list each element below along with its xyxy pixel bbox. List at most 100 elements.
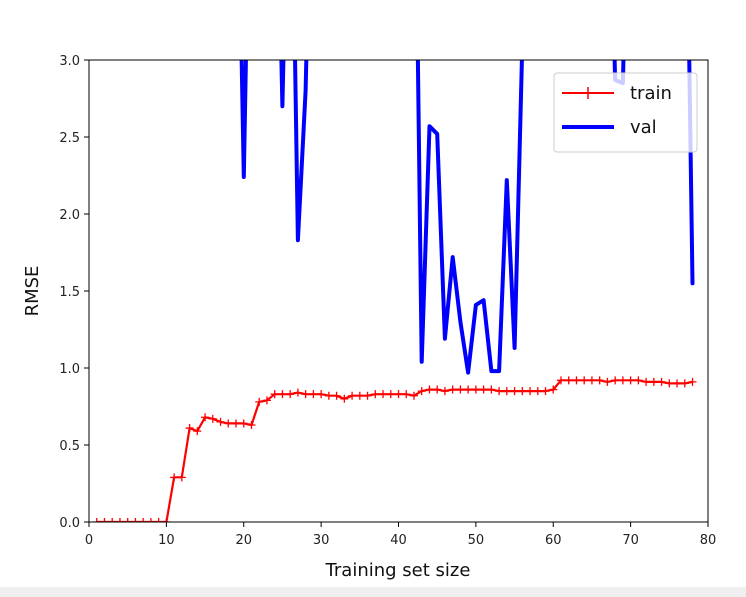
- x-tick-label: 10: [158, 533, 175, 548]
- plus-marker-icon: [626, 376, 635, 385]
- legend-item-val: val: [562, 117, 657, 138]
- plus-marker-icon: [255, 397, 264, 406]
- legend-val-label: val: [630, 117, 657, 138]
- plus-marker-icon: [649, 377, 658, 386]
- plus-marker-icon: [448, 385, 457, 394]
- plus-marker-icon: [495, 387, 504, 396]
- y-tick-label: 3.0: [59, 54, 80, 69]
- plus-marker-icon: [611, 376, 620, 385]
- plus-marker-icon: [293, 388, 302, 397]
- plus-marker-icon: [146, 518, 155, 522]
- plus-marker-icon: [433, 385, 442, 394]
- x-tick-label: 30: [313, 533, 330, 548]
- plus-marker-icon: [131, 518, 140, 522]
- plus-marker-icon: [262, 396, 271, 405]
- legend-item-train: train: [562, 83, 672, 104]
- plus-marker-icon: [239, 419, 248, 428]
- plus-marker-icon: [123, 518, 132, 522]
- plus-marker-icon: [108, 518, 117, 522]
- y-axis-label: RMSE: [22, 266, 43, 317]
- plus-marker-icon: [301, 390, 310, 399]
- plus-marker-icon: [139, 518, 148, 522]
- y-tick-label: 2.0: [59, 208, 80, 223]
- legend: train val: [553, 72, 698, 153]
- x-tick-label: 20: [235, 533, 252, 548]
- x-tick-label: 80: [700, 533, 717, 548]
- plus-marker-icon: [471, 385, 480, 394]
- legend-box: [553, 72, 698, 153]
- plus-marker-icon: [580, 376, 589, 385]
- plus-marker-icon: [510, 387, 519, 396]
- plus-marker-icon: [216, 417, 225, 426]
- plus-marker-icon: [332, 391, 341, 400]
- plus-marker-icon: [115, 518, 124, 522]
- y-tick-label: 0.5: [59, 439, 80, 454]
- plus-marker-icon: [464, 385, 473, 394]
- plus-marker-icon: [487, 385, 496, 394]
- plus-marker-icon: [417, 387, 426, 396]
- plus-marker-icon: [208, 414, 217, 423]
- plus-marker-icon: [92, 518, 101, 522]
- x-tick-label: 40: [390, 533, 407, 548]
- plus-marker-icon: [224, 419, 233, 428]
- plus-marker-icon: [657, 377, 666, 386]
- train-series-markers: [92, 376, 697, 522]
- plus-marker-icon: [379, 390, 388, 399]
- plus-marker-icon: [618, 376, 627, 385]
- x-axis: 0 10 20 30 40 50 60 70 80: [85, 522, 716, 548]
- legend-train-label: train: [630, 83, 672, 104]
- val-series-line: [239, 60, 695, 375]
- plus-marker-icon: [201, 413, 210, 422]
- plus-marker-icon: [673, 379, 682, 388]
- plus-marker-icon: [564, 376, 573, 385]
- plus-marker-icon: [688, 377, 697, 386]
- plus-marker-icon: [154, 518, 163, 522]
- plus-marker-icon: [324, 391, 333, 400]
- plus-marker-icon: [177, 473, 186, 482]
- plus-marker-icon: [440, 387, 449, 396]
- train-series-line: [96, 379, 693, 522]
- plus-marker-icon: [549, 385, 558, 394]
- plus-marker-icon: [100, 518, 109, 522]
- plus-marker-icon: [402, 390, 411, 399]
- plus-marker-icon: [247, 420, 256, 429]
- plus-marker-icon: [348, 391, 357, 400]
- y-axis: 0.0 0.5 1.0 1.5 2.0 2.5 3.0: [59, 54, 89, 531]
- plus-marker-icon: [386, 390, 395, 399]
- plus-marker-icon: [680, 379, 689, 388]
- plus-marker-icon: [278, 390, 287, 399]
- plus-marker-icon: [603, 377, 612, 386]
- plus-marker-icon: [634, 376, 643, 385]
- bottom-strip: [0, 587, 746, 597]
- plus-marker-icon: [479, 385, 488, 394]
- plus-marker-icon: [595, 376, 604, 385]
- plus-marker-icon: [425, 385, 434, 394]
- plus-marker-icon: [286, 390, 295, 399]
- plus-marker-icon: [232, 419, 241, 428]
- plus-marker-icon: [371, 390, 380, 399]
- x-tick-label: 60: [545, 533, 562, 548]
- plus-marker-icon: [170, 473, 179, 482]
- plus-marker-icon: [572, 376, 581, 385]
- plus-marker-icon: [642, 377, 651, 386]
- plus-marker-icon: [340, 394, 349, 403]
- plot-area: [92, 60, 697, 522]
- x-tick-label: 70: [622, 533, 639, 548]
- y-tick-label: 1.5: [59, 285, 80, 300]
- plus-marker-icon: [556, 376, 565, 385]
- plus-marker-icon: [456, 385, 465, 394]
- plus-marker-icon: [394, 390, 403, 399]
- y-tick-label: 1.0: [59, 362, 80, 377]
- y-tick-label: 2.5: [59, 131, 80, 146]
- plus-marker-icon: [518, 387, 527, 396]
- plus-marker-icon: [162, 518, 171, 522]
- plus-marker-icon: [533, 387, 542, 396]
- plus-marker-icon: [185, 424, 194, 433]
- plus-marker-icon: [363, 391, 372, 400]
- plus-marker-icon: [317, 390, 326, 399]
- x-tick-label: 50: [468, 533, 485, 548]
- plus-marker-icon: [409, 391, 418, 400]
- plus-marker-icon: [355, 391, 364, 400]
- x-axis-label: Training set size: [325, 560, 471, 581]
